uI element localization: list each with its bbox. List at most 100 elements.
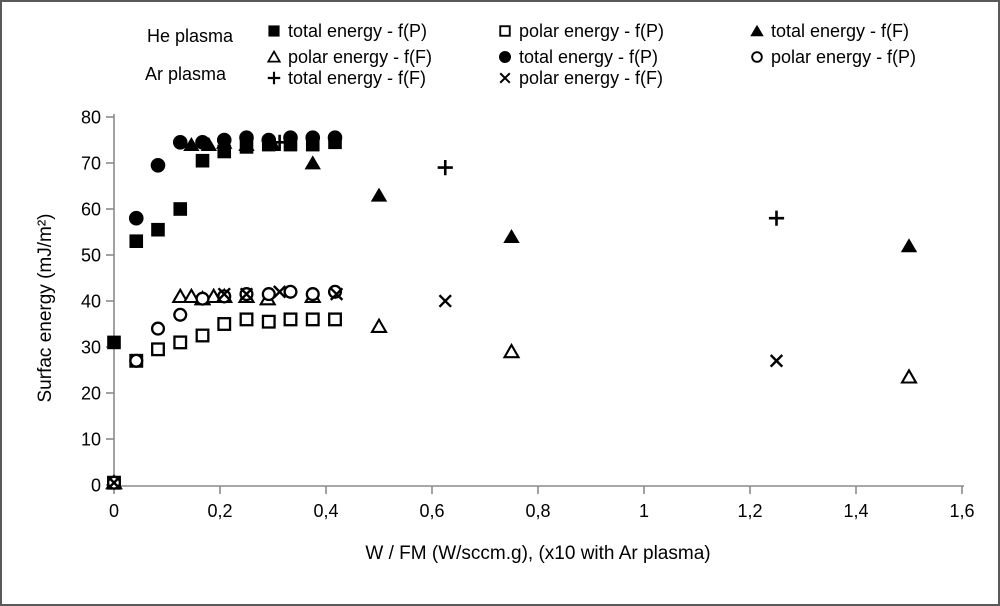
marker-ar-polar-fp [150,321,166,336]
marker-he-polar-fp [173,335,188,350]
marker-ar-total-fp [195,135,210,150]
series-ar-polar-ff [107,285,784,490]
open-square-icon-glyph [499,25,511,37]
legend-item-he-total-fp[interactable]: total energy - f(P) [265,20,427,42]
legend-item-label: polar energy - f(F) [519,68,664,88]
marker-ar-total-ff [437,160,453,176]
marker-he-polar-ff [370,317,388,333]
x-tick-label: 1 [639,501,649,521]
legend-item-label: total energy - f(F) [288,68,427,88]
series-he-total-ff [183,134,918,253]
marker-he-polar-fp [239,312,254,327]
legend-item-he-polar-ff[interactable]: polar energy - f(F) [265,46,432,68]
marker-ar-polar-ff [329,287,344,301]
x-icon [499,72,511,84]
marker-ar-polar-ff [217,287,231,301]
y-tick-label: 70 [81,154,101,174]
y-tick-label: 30 [81,338,101,358]
marker-ar-total-ff [768,210,785,226]
marker-he-polar-ff [900,368,918,384]
marker-he-total-ff [370,187,388,202]
marker-he-polar-ff [182,287,201,304]
marker-he-polar-fp [195,328,210,343]
open-circle-icon-glyph [751,51,763,63]
series-ar-total-ff [272,134,785,226]
marker-he-polar-ff [171,287,190,304]
x-tick-label: 0,2 [207,501,232,521]
legend-item-label: polar energy - f(P) [771,47,917,67]
filled-triangle-icon [750,24,764,37]
plus-icon-glyph [267,71,281,85]
marker-he-polar-fp [151,342,165,357]
filled-circle-icon [499,51,511,63]
legend-item-ar-total-ff[interactable]: total energy - f(F) [265,67,426,89]
marker-he-polar-fp [283,312,298,327]
marker-ar-total-ff [272,134,288,150]
marker-he-polar-fp [261,314,276,329]
x-tick-label: 1,2 [737,501,762,521]
x-tick-label: 0,4 [313,501,338,521]
marker-he-total-ff [900,238,918,253]
marker-ar-polar-ff [769,354,784,368]
marker-he-polar-fp [305,312,320,327]
legend-item-label: polar energy - f(F) [288,47,433,67]
y-tick-label: 60 [81,200,101,220]
marker-ar-polar-ff [438,294,452,308]
marker-ar-total-fp [261,132,277,148]
legend-group-label-ar: Ar plasma [145,64,227,84]
marker-he-total-fp [151,222,165,237]
marker-he-total-ff [183,137,200,151]
marker-he-polar-fp [328,312,342,327]
marker-he-polar-fp [217,317,232,331]
legend-item-label: total energy - f(P) [519,47,659,67]
series-he-polar-fp [107,312,342,490]
marker-ar-polar-fp [173,307,188,322]
x-tick-label: 0 [109,501,119,521]
plus-icon [267,71,281,85]
legend-item-ar-polar-fp[interactable]: polar energy - f(P) [748,46,916,68]
y-tick-label: 40 [81,292,101,312]
marker-ar-polar-fp [217,289,232,304]
y-tick-label: 10 [81,430,101,450]
marker-he-total-fp [107,335,121,350]
legend-item-he-polar-fp[interactable]: polar energy - f(P) [496,20,664,42]
marker-ar-polar-ff [272,285,287,299]
marker-ar-total-fp [128,210,144,226]
filled-square-icon [268,25,280,37]
marker-ar-polar-ff [239,287,254,301]
marker-ar-polar-fp [129,353,144,368]
x-tick-label: 0,8 [525,501,550,521]
marker-ar-total-fp [150,158,166,173]
marker-ar-polar-ff [107,476,121,490]
filled-triangle-icon-glyph [750,24,764,37]
marker-ar-total-fp [305,130,321,145]
marker-ar-polar-fp [283,284,298,299]
open-triangle-icon [266,49,282,63]
legend-item-label: total energy - f(F) [771,21,910,41]
open-triangle-icon-glyph [266,49,282,63]
y-tick-label: 50 [81,246,101,266]
legend-item-ar-polar-ff[interactable]: polar energy - f(F) [496,67,663,89]
legend-item-label: polar energy - f(P) [519,21,665,41]
marker-ar-total-fp [239,130,254,145]
x-tick-label: 0,6 [419,501,444,521]
y-tick-label: 80 [81,108,101,128]
y-tick-label: 20 [81,384,101,404]
marker-he-total-fp [129,234,144,248]
x-tick-label: 1,4 [843,501,868,521]
x-tick-label: 1,6 [949,501,974,521]
legend-item-ar-total-fp[interactable]: total energy - f(P) [496,46,658,68]
legend-item-he-total-ff[interactable]: total energy - f(F) [748,20,909,42]
marker-he-total-fp [195,153,210,168]
open-circle-icon [751,51,763,63]
x-axis-title: W / FM (W/sccm.g), (x10 with Ar plasma) [365,543,711,564]
marker-ar-total-fp [172,135,188,150]
open-square-icon [499,25,511,37]
marker-ar-total-fp [216,132,232,148]
filled-circle-icon-glyph [499,51,511,63]
filled-square-icon-glyph [268,25,280,37]
x-icon-glyph [499,72,511,84]
axes: 0 10 20 30 40 50 60 70 80 0 0,2 0,4 0,6 0,8 1 1,2 1,4 1,6 [81,108,975,522]
